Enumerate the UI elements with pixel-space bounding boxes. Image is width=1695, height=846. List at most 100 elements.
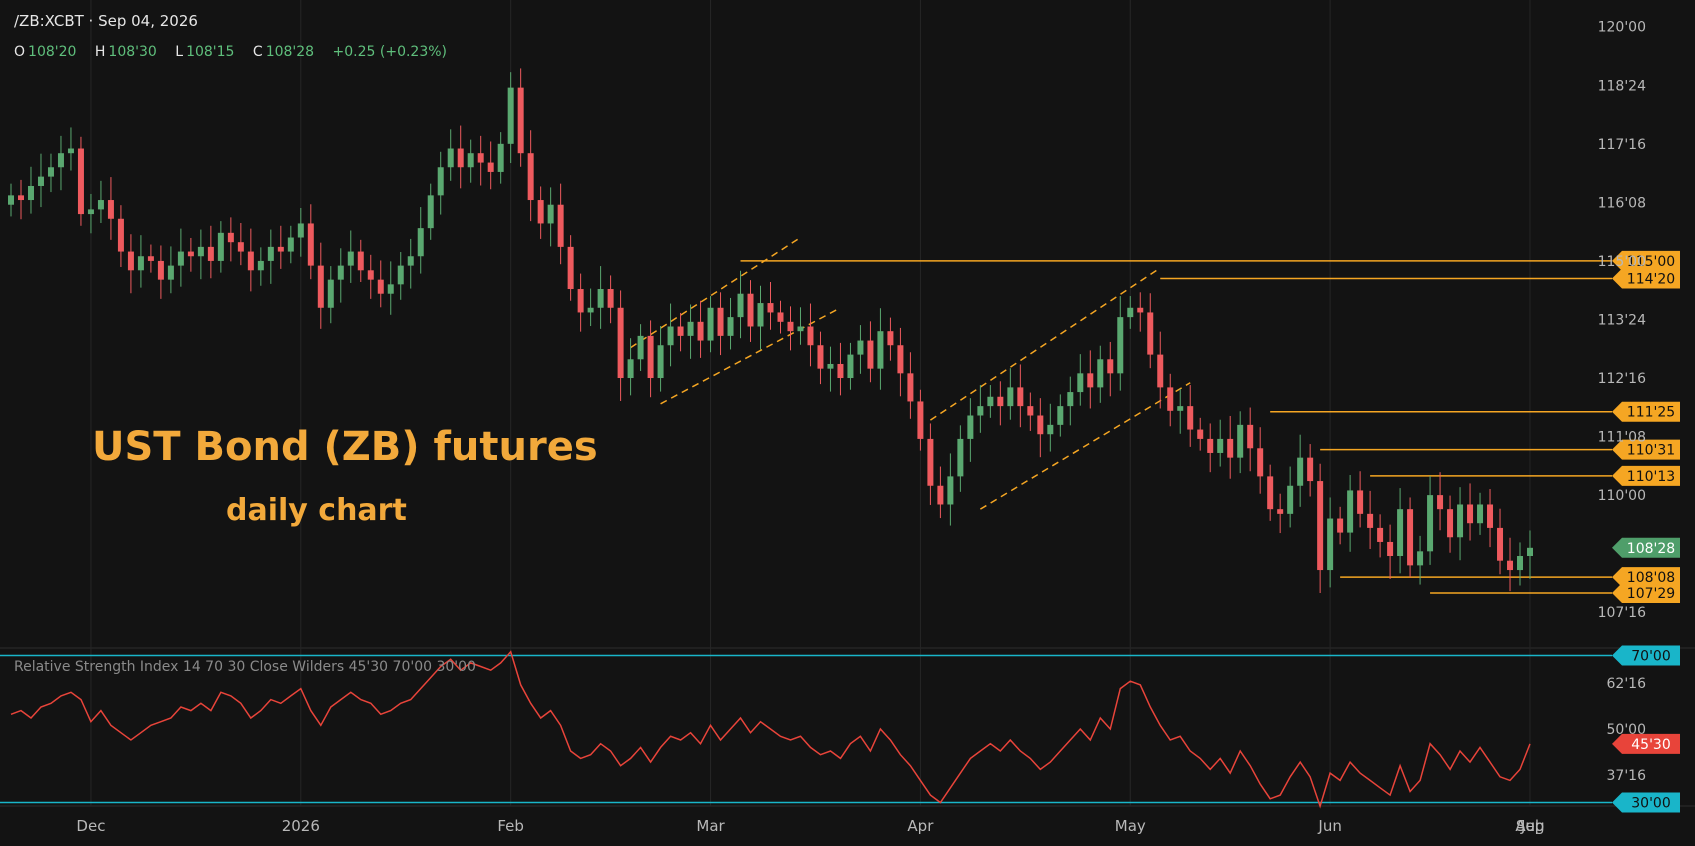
candle-body	[1157, 354, 1164, 388]
candle-body	[87, 209, 94, 215]
candle-body	[1107, 359, 1114, 374]
candle-body	[1017, 387, 1024, 407]
channel-line	[979, 382, 1191, 510]
candle-body	[437, 167, 444, 196]
candle-body	[1247, 424, 1254, 449]
change-value: +0.25 (+0.23%)	[332, 44, 448, 60]
candle-body	[1317, 481, 1324, 571]
candle-body	[547, 204, 554, 224]
x-tick-label: Apr	[907, 817, 934, 835]
candle-body	[917, 401, 924, 439]
level-tag-label: 115'00	[1627, 254, 1675, 270]
candle-body	[1287, 485, 1294, 514]
candle-body	[97, 200, 104, 210]
x-tick-label: May	[1115, 817, 1146, 835]
candle-body	[1187, 406, 1194, 430]
level-price-tag	[1612, 439, 1680, 460]
candle-body	[1307, 457, 1314, 482]
candle-body	[1147, 312, 1154, 355]
candle-body	[697, 321, 704, 341]
candle-body	[717, 307, 724, 336]
level-price-tag	[1612, 401, 1680, 422]
candle-body	[1487, 504, 1494, 528]
candle-body	[197, 246, 204, 257]
candle-body	[687, 321, 694, 336]
candle-body	[377, 279, 384, 294]
candle-body	[557, 204, 564, 247]
candle-body	[237, 242, 244, 252]
candle-body	[1027, 406, 1034, 416]
candle-body	[127, 251, 134, 271]
candle-body	[577, 289, 584, 313]
rsi-band-tag	[1612, 645, 1680, 666]
candle-body	[1077, 373, 1084, 393]
candle-body	[487, 162, 494, 172]
candle-body	[807, 326, 814, 346]
candle-body	[857, 340, 864, 355]
y-tick-label: 118'24	[1598, 78, 1646, 94]
x-tick-label: Aug	[1515, 817, 1544, 835]
candle-body	[1357, 490, 1364, 514]
high-label: H	[94, 44, 106, 60]
candle-body	[607, 289, 614, 308]
candle-body	[1437, 495, 1444, 510]
candle-body	[957, 438, 964, 477]
candle-body	[1117, 317, 1124, 374]
candle-body	[767, 303, 774, 313]
candle-body	[1327, 518, 1334, 571]
level-tag-label: 108'08	[1627, 570, 1675, 586]
candle-body	[1507, 560, 1514, 571]
rsi-last-tag	[1612, 733, 1680, 754]
candle-body	[887, 331, 894, 346]
candle-body	[357, 251, 364, 271]
candle-body	[1397, 509, 1404, 557]
candle-body	[1067, 392, 1074, 407]
candle-body	[1137, 307, 1144, 313]
candle-body	[157, 260, 164, 280]
candle-body	[707, 307, 714, 341]
chart-annotation-subtitle: daily chart	[226, 493, 407, 528]
candle-body	[1217, 438, 1224, 453]
candle-body	[327, 279, 334, 308]
candle-body	[447, 148, 454, 168]
x-tick-label: 2026	[282, 817, 320, 835]
level-tag-label: 114'20	[1627, 271, 1675, 287]
level-price-tag	[1612, 583, 1680, 604]
level-price-tag	[1612, 250, 1680, 271]
price-axis[interactable]: 120'00 118'24 117'16 116'08 115'00 113'24 112'…	[1598, 20, 1646, 621]
candle-body	[1037, 415, 1044, 435]
chart-annotation-title: UST Bond (ZB) futures	[92, 424, 598, 470]
candle-body	[137, 256, 144, 271]
candle-body	[1167, 387, 1174, 411]
candle-body	[1087, 373, 1094, 388]
candle-body	[537, 200, 544, 224]
candle-body	[247, 251, 254, 271]
y-tick-label: 120'00	[1598, 20, 1646, 36]
rsi-band-label: 70'00	[1631, 649, 1670, 665]
ohlc-readout: O 108'20 H 108'30 L 108'15 C 108'28 +0.25 (+…	[14, 44, 447, 60]
candle-body	[337, 265, 344, 280]
candle-body	[637, 335, 644, 360]
low-label: L	[175, 44, 184, 60]
rsi-last-label: 45'30	[1631, 737, 1670, 753]
level-tag-label: 107'29	[1627, 586, 1675, 602]
candle-body	[497, 143, 504, 172]
candle-body	[107, 200, 114, 219]
rsi-band-tag	[1612, 792, 1680, 813]
close-value: 108'28	[265, 44, 315, 60]
candle-body	[277, 246, 284, 252]
rsi-band-label: 30'00	[1631, 795, 1670, 811]
x-tick-label: Feb	[497, 817, 524, 835]
candle-body	[467, 153, 474, 168]
candle-body	[1387, 541, 1394, 557]
candle-body	[657, 345, 664, 379]
level-price-tag	[1612, 268, 1680, 289]
candle-body	[477, 153, 484, 163]
candle-body	[907, 373, 914, 402]
last-price-label: 108'28	[1627, 541, 1675, 557]
candle-body	[167, 265, 174, 280]
